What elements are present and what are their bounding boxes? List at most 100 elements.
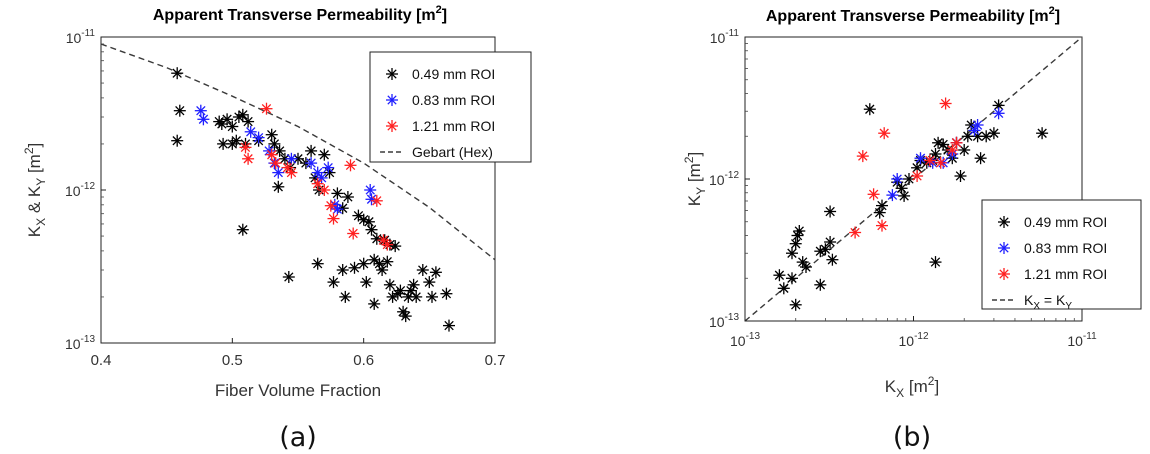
point-b-s0-5 — [789, 237, 802, 250]
point-a-s1-1 — [197, 113, 210, 126]
point-a-s0-62 — [423, 276, 436, 289]
point-b-s0-15 — [824, 205, 837, 218]
legend-b-label-0: 0.49 mm ROI — [1024, 214, 1107, 230]
point-a-s0-28 — [331, 187, 344, 200]
point-a-s0-9 — [242, 115, 255, 128]
point-a-s0-20 — [272, 180, 285, 193]
point-b-s0-43 — [1036, 127, 1049, 140]
point-a-s0-16 — [268, 137, 281, 150]
legend-a-label-2: 1.21 mm ROI — [412, 118, 495, 134]
point-a-s1-2 — [244, 125, 257, 138]
point-b-s2-7 — [934, 156, 947, 169]
point-a-s1-14 — [364, 184, 377, 196]
y-tick-label-b-2: 10-11 — [710, 28, 740, 46]
point-b-s0-28 — [932, 136, 945, 149]
point-a-s0-34 — [365, 223, 378, 236]
point-a-s0-2 — [171, 134, 184, 147]
point-a-s0-59 — [407, 278, 420, 291]
point-a-s0-46 — [360, 276, 373, 289]
point-a-s1-11 — [322, 161, 335, 174]
x-tick-label-a-1: 0.5 — [222, 352, 243, 369]
point-a-s0-64 — [429, 266, 442, 279]
point-a-s0-54 — [394, 284, 407, 297]
point-a-s0-41 — [311, 257, 324, 270]
point-a-s1-6 — [272, 166, 285, 179]
legend-b-marker-1 — [998, 242, 1010, 254]
y-tick-label-a-2: 10-11 — [66, 28, 96, 46]
x-tick-label-b-1: 10-12 — [898, 331, 928, 349]
point-b-s1-1 — [891, 173, 904, 185]
panel-a: Apparent Transverse Permeability [m2] 0.… — [22, 4, 532, 453]
legend-b-label-1: 0.83 mm ROI — [1024, 240, 1107, 256]
point-b-s0-21 — [898, 189, 911, 202]
point-b-s0-42 — [929, 256, 942, 269]
point-a-s0-32 — [357, 213, 370, 226]
point-a-s0-23 — [305, 144, 318, 157]
point-a-s2-6 — [285, 166, 298, 179]
x-tick-label-a-3: 0.7 — [485, 352, 506, 369]
y-tick-label-a-1: 10-12 — [65, 181, 95, 199]
panel-b: Apparent Transverse Permeability [m2] 10… — [682, 5, 1142, 453]
legend-b-marker-0 — [998, 216, 1010, 228]
point-b-s2-2 — [867, 188, 880, 201]
point-a-s0-39 — [236, 223, 249, 236]
point-b-s2-6 — [923, 154, 936, 167]
point-b-s2-8 — [939, 97, 952, 110]
point-a-s0-5 — [221, 113, 234, 126]
point-a-s2-3 — [265, 148, 278, 161]
point-a-s0-6 — [226, 120, 239, 133]
title-b: Apparent Transverse Permeability [m2] — [766, 5, 1060, 25]
point-b-s1-8 — [971, 119, 984, 131]
point-a-s0-61 — [416, 264, 429, 276]
legend-b: 0.49 mm ROI 0.83 mm ROI 1.21 mm ROI KX = KY — [981, 199, 1142, 312]
legend-b-marker-2 — [998, 268, 1010, 280]
point-b-s0-18 — [873, 206, 886, 219]
x-axis-label-a: Fiber Volume Fraction — [215, 381, 381, 400]
legend-b-label-3: KX = KY — [1024, 292, 1072, 312]
point-a-s0-30 — [341, 191, 354, 203]
point-a-s0-12 — [230, 134, 243, 147]
point-b-s0-13 — [826, 253, 839, 266]
point-a-s2-15 — [381, 238, 394, 251]
point-a-s0-38 — [389, 240, 402, 253]
y-axis-label-b: KY [m2] — [682, 152, 708, 206]
point-b-s0-40 — [992, 99, 1005, 112]
point-a-s0-68 — [368, 297, 381, 310]
point-b-s1-2 — [914, 152, 927, 165]
point-a-s0-66 — [443, 319, 455, 332]
point-a-s1-3 — [252, 131, 265, 144]
point-a-s1-7 — [285, 152, 298, 165]
point-a-s0-42 — [327, 276, 340, 289]
reference-line-a — [100, 43, 496, 261]
point-a-s0-40 — [282, 271, 295, 283]
point-a-s0-51 — [383, 278, 396, 291]
point-a-s2-10 — [327, 212, 340, 225]
point-b-s0-37 — [974, 152, 987, 165]
point-b-s1-0 — [886, 189, 899, 202]
panel-label-b: (b) — [893, 422, 931, 453]
point-a-s0-33 — [362, 215, 375, 228]
legend-a-marker-0 — [386, 68, 398, 80]
point-a-s2-13 — [370, 194, 383, 207]
point-b-s0-9 — [800, 261, 812, 273]
point-b-s2-1 — [856, 150, 869, 163]
point-b-s0-33 — [958, 144, 971, 156]
point-a-s2-4 — [269, 157, 282, 170]
point-b-s2-10 — [950, 136, 963, 149]
point-a-s0-15 — [265, 128, 278, 141]
point-a-s2-12 — [347, 227, 360, 240]
point-a-s2-1 — [242, 152, 255, 165]
y-tick-label-a-0: 10-13 — [65, 334, 95, 352]
point-a-s0-44 — [348, 261, 361, 274]
point-a-s1-9 — [311, 166, 324, 179]
point-a-s0-26 — [318, 148, 331, 161]
point-a-s0-49 — [376, 264, 389, 276]
point-a-s2-2 — [260, 102, 273, 115]
point-a-s2-0 — [239, 141, 252, 154]
legend-a: 0.49 mm ROI 0.83 mm ROI 1.21 mm ROI Gebart … — [369, 51, 532, 163]
y-tick-label-b-0: 10-13 — [709, 312, 739, 330]
point-b-s0-12 — [824, 236, 837, 248]
legend-a-label-0: 0.49 mm ROI — [412, 66, 495, 82]
point-a-s2-11 — [344, 159, 357, 172]
